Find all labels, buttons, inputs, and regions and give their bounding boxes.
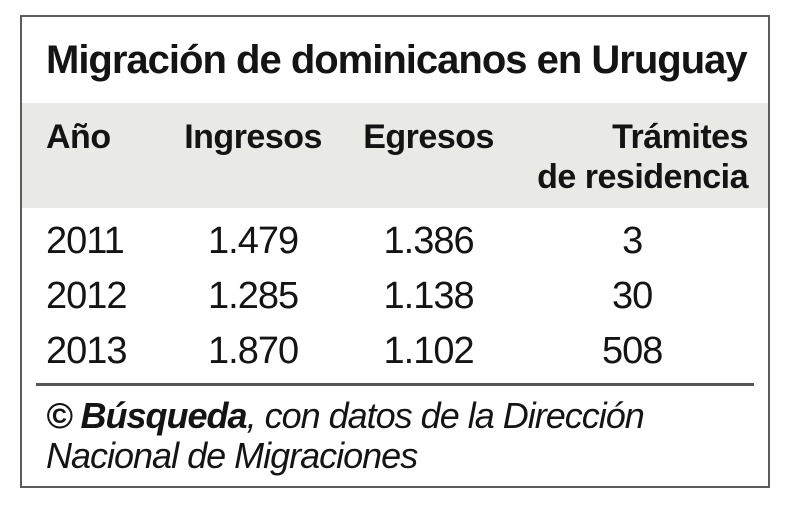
cell-tramites: 3: [622, 220, 643, 262]
cell-ingresos: 1.479: [208, 220, 299, 262]
column-header-tramites-line1: Trámites: [612, 118, 748, 156]
table-row-2011: 2011 1.479 1.386 3: [46, 214, 748, 269]
cell-year: 2013: [46, 330, 128, 372]
table-box: Migración de dominicanos en Uruguay Año …: [20, 15, 770, 488]
cell-tramites: 508: [601, 330, 663, 372]
cell-ingresos: 1.285: [208, 275, 299, 317]
column-header-tramites: Trámites de residencia: [516, 117, 748, 208]
cell-egresos: 1.102: [383, 330, 475, 372]
column-header-ingresos: Ingresos: [184, 118, 322, 156]
chart-title: Migración de dominicanos en Uruguay: [46, 37, 748, 82]
column-header-tramites-line2: de residencia: [537, 158, 748, 197]
cell-egresos: 1.386: [383, 220, 475, 262]
source-text-line2: Nacional de Migraciones: [46, 435, 418, 477]
source-text-line1: , con datos de la Dirección: [246, 395, 645, 436]
table-row-2012: 2012 1.285 1.138 30: [46, 269, 748, 324]
cell-ingresos: 1.870: [208, 330, 299, 372]
cell-tramites: 30: [612, 275, 653, 317]
column-header-egresos: Egresos: [363, 118, 494, 156]
table-body: 2011 1.479 1.386 3 2012 1.285 1.138 30 2…: [22, 208, 768, 379]
title-area: Migración de dominicanos en Uruguay: [22, 17, 768, 103]
column-header-ano: Año: [46, 118, 111, 156]
divider-line: [36, 383, 754, 386]
source-publisher: © Búsqueda: [46, 395, 248, 436]
cell-year: 2011: [46, 220, 125, 262]
source-credit: © Búsqueda, con datos de la Dirección Na…: [22, 386, 768, 477]
cell-egresos: 1.138: [383, 275, 475, 317]
cell-year: 2012: [46, 275, 128, 317]
table-header-row: Año Ingresos Egresos Trámites de residen…: [22, 103, 768, 208]
table-row-2013: 2013 1.870 1.102 508: [46, 324, 748, 379]
